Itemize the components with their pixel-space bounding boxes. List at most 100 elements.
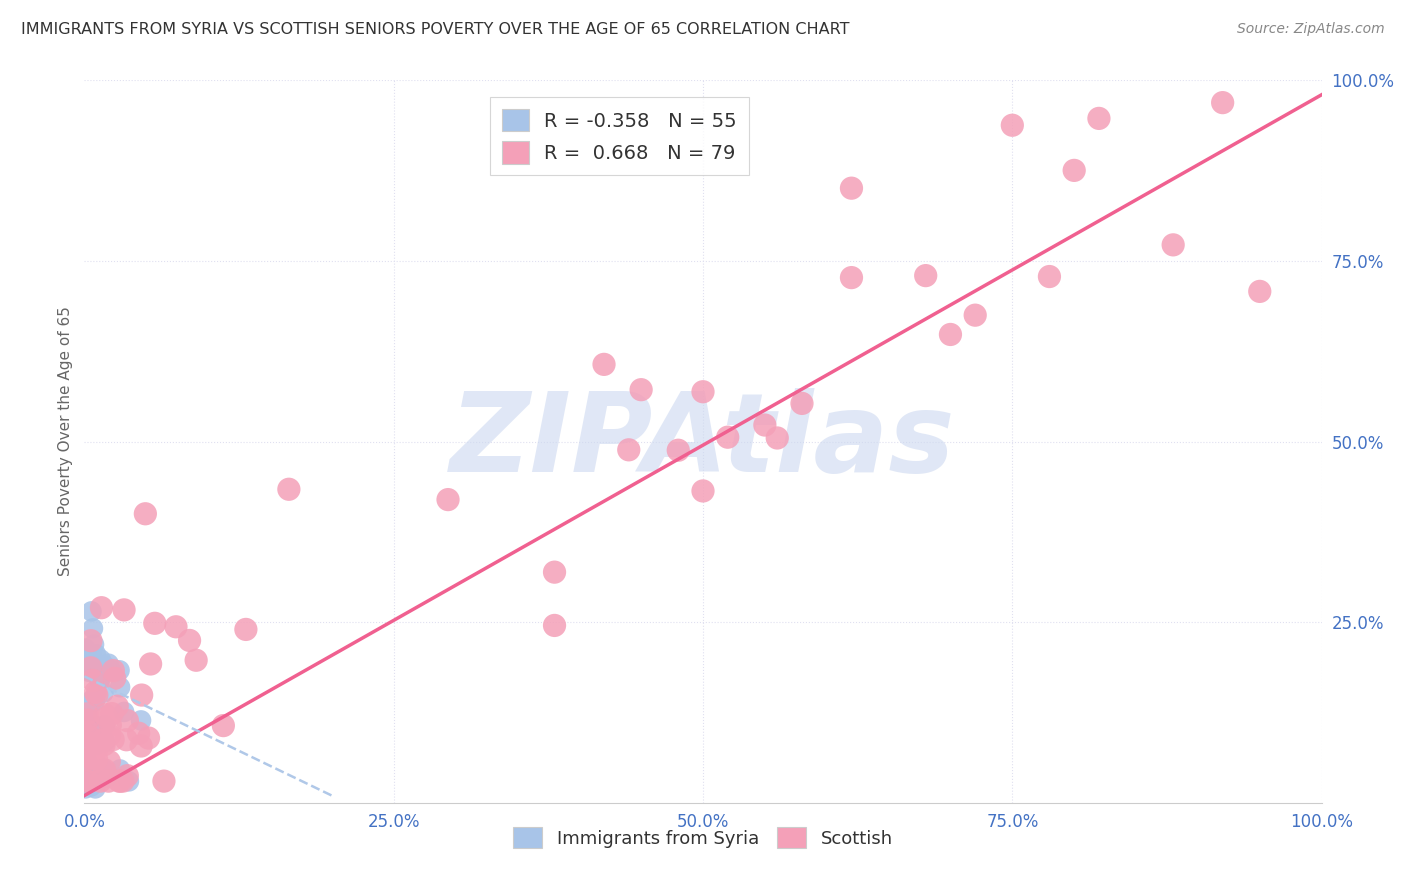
- Point: [80, 696, 103, 710]
- Point: [165, 620, 187, 634]
- Point: [84, 647, 107, 661]
- Point: [80, 653, 103, 667]
- Point: [790, 396, 813, 410]
- Point: [117, 714, 139, 728]
- Point: [108, 680, 131, 694]
- Point: [104, 671, 127, 685]
- Point: [86, 752, 108, 766]
- Point: [94, 735, 117, 749]
- Point: [115, 732, 138, 747]
- Text: ZIPAtlas: ZIPAtlas: [450, 388, 956, 495]
- Point: [77, 730, 100, 744]
- Point: [186, 653, 208, 667]
- Text: IMMIGRANTS FROM SYRIA VS SCOTTISH SENIORS POVERTY OVER THE AGE OF 65 CORRELATION: IMMIGRANTS FROM SYRIA VS SCOTTISH SENIOR…: [21, 22, 849, 37]
- Point: [86, 740, 108, 755]
- Point: [118, 774, 141, 789]
- Point: [128, 726, 150, 740]
- Point: [1161, 238, 1184, 252]
- Point: [79, 665, 101, 679]
- Point: [80, 604, 103, 618]
- Point: [84, 781, 107, 796]
- Point: [96, 711, 118, 725]
- Point: [96, 771, 118, 785]
- Point: [76, 735, 98, 749]
- Point: [117, 769, 139, 783]
- Point: [89, 673, 111, 688]
- Point: [80, 633, 103, 648]
- Point: [82, 720, 104, 734]
- Point: [98, 718, 121, 732]
- Point: [98, 728, 121, 742]
- Point: [143, 616, 166, 631]
- Point: [89, 774, 111, 789]
- Point: [76, 713, 98, 727]
- Point: [80, 661, 103, 675]
- Point: [82, 736, 104, 750]
- Point: [86, 660, 108, 674]
- Point: [1038, 269, 1060, 284]
- Point: [82, 665, 104, 680]
- Point: [543, 565, 565, 579]
- Point: [75, 781, 97, 796]
- Point: [139, 657, 162, 671]
- Point: [83, 690, 105, 705]
- Point: [103, 664, 125, 678]
- Point: [437, 492, 460, 507]
- Point: [77, 725, 100, 739]
- Point: [83, 656, 105, 670]
- Point: [1063, 163, 1085, 178]
- Point: [80, 648, 103, 663]
- Point: [76, 774, 98, 789]
- Point: [84, 723, 107, 738]
- Point: [91, 762, 114, 776]
- Point: [1212, 95, 1234, 110]
- Point: [212, 718, 235, 732]
- Point: [79, 772, 101, 787]
- Point: [1001, 118, 1024, 132]
- Point: [82, 694, 104, 708]
- Point: [692, 483, 714, 498]
- Point: [100, 664, 122, 678]
- Point: [84, 685, 107, 699]
- Point: [94, 660, 117, 674]
- Point: [965, 308, 987, 322]
- Point: [112, 603, 135, 617]
- Point: [82, 621, 104, 635]
- Point: [77, 756, 100, 771]
- Point: [86, 688, 108, 702]
- Point: [593, 357, 616, 371]
- Point: [754, 417, 776, 432]
- Point: [543, 618, 565, 632]
- Point: [83, 755, 105, 769]
- Point: [1088, 112, 1111, 126]
- Point: [82, 751, 104, 765]
- Point: [76, 774, 98, 789]
- Point: [91, 733, 114, 747]
- Point: [80, 780, 103, 794]
- Point: [617, 442, 640, 457]
- Point: [134, 507, 156, 521]
- Point: [108, 774, 131, 789]
- Point: [97, 774, 120, 789]
- Point: [75, 641, 97, 656]
- Point: [914, 268, 936, 283]
- Point: [73, 648, 96, 662]
- Point: [153, 774, 176, 789]
- Point: [83, 694, 105, 708]
- Point: [235, 623, 257, 637]
- Point: [76, 719, 98, 733]
- Point: [93, 707, 115, 722]
- Point: [692, 384, 714, 399]
- Point: [76, 706, 98, 721]
- Point: [841, 181, 863, 195]
- Point: [939, 327, 962, 342]
- Point: [112, 705, 135, 719]
- Point: [90, 652, 112, 666]
- Point: [1249, 285, 1271, 299]
- Point: [108, 663, 131, 677]
- Point: [179, 633, 201, 648]
- Point: [97, 657, 120, 671]
- Point: [82, 718, 104, 732]
- Point: [138, 731, 160, 745]
- Point: [98, 755, 121, 769]
